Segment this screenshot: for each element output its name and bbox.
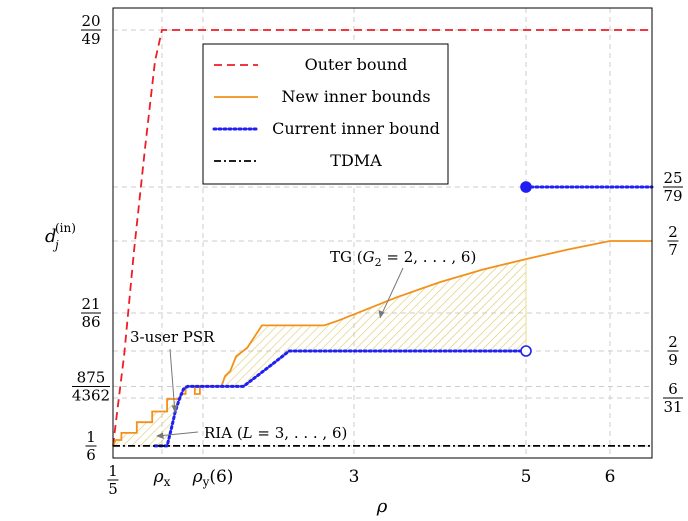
svg-text:86: 86 <box>81 313 100 331</box>
svg-text:1: 1 <box>108 462 118 480</box>
svg-text:7: 7 <box>668 241 678 259</box>
svg-text:6: 6 <box>86 446 96 464</box>
series-group <box>112 29 654 448</box>
legend-label: Outer bound <box>305 55 408 74</box>
svg-text:21: 21 <box>81 295 100 313</box>
svg-text:2: 2 <box>668 223 678 241</box>
svg-text:49: 49 <box>81 30 100 48</box>
svg-text:(in): (in) <box>55 221 76 235</box>
legend-label: New inner bounds <box>281 87 430 106</box>
svg-text:6: 6 <box>668 380 678 398</box>
markers-group <box>520 181 532 357</box>
svg-text:79: 79 <box>663 187 682 205</box>
x-tick-label: ρy(6) <box>192 467 234 489</box>
legend-label: TDMA <box>330 151 382 170</box>
svg-text:d: d <box>45 226 57 247</box>
y-axis-label: d j (in) <box>45 221 76 252</box>
marker-point-1 <box>520 345 532 357</box>
series-line-2 <box>153 349 528 448</box>
hatch-region-tg <box>167 259 526 446</box>
legend-label: Current inner bound <box>272 119 440 138</box>
svg-text:TG (G2 = 2, . . . , 6): TG (G2 = 2, . . . , 6) <box>330 248 476 269</box>
series-line-1 <box>112 240 652 447</box>
annotation-tg: TG (G2 = 2, . . . , 6) <box>330 248 476 319</box>
x-tick-label: 5 <box>521 467 532 487</box>
svg-text:2: 2 <box>668 333 678 351</box>
plot-frame <box>112 7 653 459</box>
svg-text:j: j <box>52 238 59 252</box>
svg-text:1: 1 <box>86 428 96 446</box>
legend: Outer bound New inner bounds Current inner… <box>202 43 449 185</box>
svg-text:9: 9 <box>668 351 678 369</box>
svg-text:4362: 4362 <box>72 386 110 404</box>
y-tick-frac-right: 27 <box>667 223 679 259</box>
y-tick-frac-right: 29 <box>667 333 679 369</box>
marker-point-0 <box>520 181 532 193</box>
x-tick-label: 3 <box>349 467 360 487</box>
svg-text:3-user PSR: 3-user PSR <box>130 328 215 346</box>
legend-box <box>202 43 449 185</box>
y-tick-frac-left: 16 <box>85 428 97 464</box>
y-tick-frac-right: 631 <box>663 380 683 416</box>
annotation-ria: RIA (L = 3, . . . , 6) <box>156 424 347 442</box>
svg-text:RIA (L = 3, . . . , 6): RIA (L = 3, . . . , 6) <box>204 424 347 442</box>
svg-text:31: 31 <box>663 398 682 416</box>
x-tick-label: 6 <box>605 467 616 487</box>
svg-text:875: 875 <box>77 368 106 386</box>
x-tick-label: ρx <box>153 467 171 489</box>
svg-text:20: 20 <box>81 12 100 30</box>
svg-text:5: 5 <box>108 480 118 498</box>
annotation-psr: 3-user PSR <box>130 328 215 414</box>
svg-text:25: 25 <box>663 169 682 187</box>
x-axis-label: ρ <box>376 496 388 517</box>
x-tick-frac: 15 <box>107 462 119 498</box>
series-line-0 <box>112 29 652 447</box>
